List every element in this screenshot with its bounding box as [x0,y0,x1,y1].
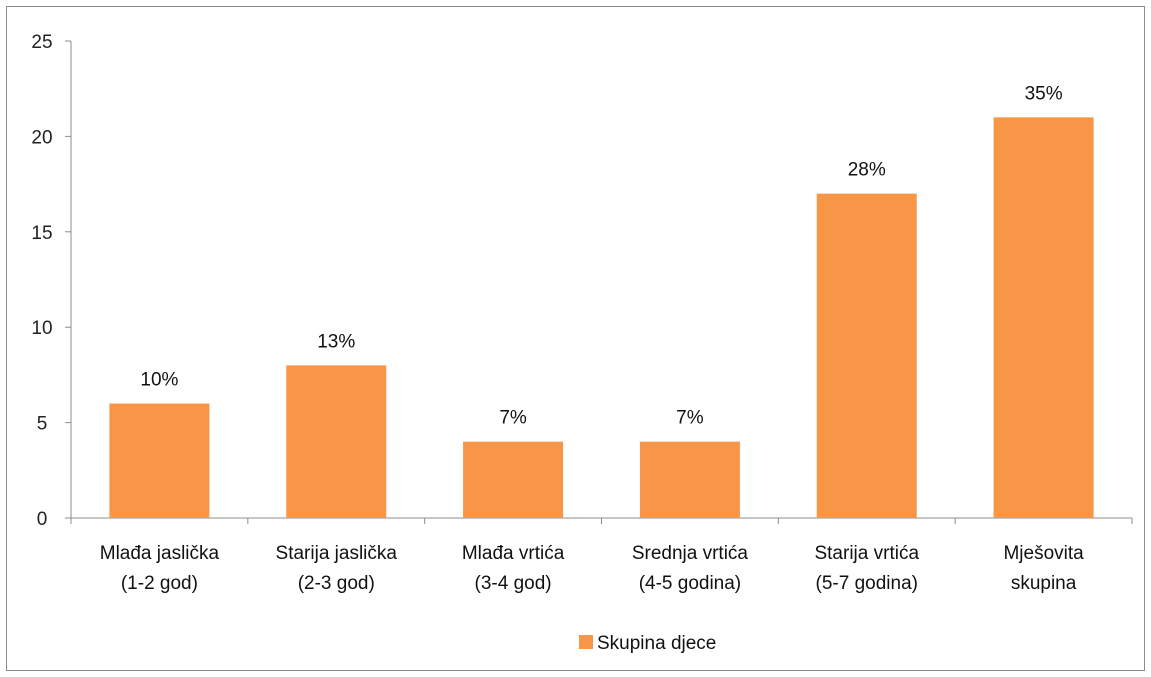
category-label: Starija vrtića (5-7 godina) [814,543,919,594]
category-label: Mlađa jaslička (1-2 god) [100,543,220,594]
category-label: Srednja vrtića (4-5 godina) [632,543,749,594]
category-label-line: Srednja vrtića [632,543,749,564]
bar-chart: 0 5 10 15 20 25 10% 13% 7% 7% 28% 35% Mlađa jaslič… [31,32,1133,654]
bar [286,365,387,518]
y-tick-label: 20 [31,127,52,148]
y-tick-label: 5 [37,414,48,435]
category-label-line: Starija vrtića [814,543,919,564]
category-label-line: Starija jaslička [276,543,398,564]
legend: Skupina djece [579,633,716,654]
legend-swatch [579,635,593,649]
bar [816,193,917,518]
bar [993,117,1094,518]
category-label-line: Mlađa jaslička [100,543,220,564]
y-tick-label: 10 [31,318,52,339]
data-labels: 10% 13% 7% 7% 28% 35% [140,83,1062,428]
category-label-line: (2-3 god) [298,573,375,594]
chart-frame: 0 5 10 15 20 25 10% 13% 7% 7% 28% 35% Mlađa jaslič… [6,6,1145,671]
category-label: Mješovita skupina [1003,543,1084,594]
y-tick-label: 15 [31,223,52,244]
category-label-line: (1-2 god) [121,573,198,594]
category-label-line: (3-4 god) [475,573,552,594]
category-label-line: (4-5 godina) [639,573,741,594]
data-label: 28% [848,160,886,181]
data-label: 13% [317,331,355,352]
data-label: 35% [1025,83,1063,104]
category-label-line: Mlađa vrtića [462,543,565,564]
category-label-line: skupina [1011,573,1077,594]
legend-label: Skupina djece [597,633,716,654]
category-label-line: Mješovita [1003,543,1084,564]
category-label-line: (5-7 godina) [816,573,918,594]
y-tick-label: 0 [37,509,48,530]
bar [109,403,210,518]
bars [109,117,1094,518]
data-label: 7% [499,408,527,429]
bar [463,441,564,518]
category-labels: Mlađa jaslička (1-2 god) Starija jaslička (… [70,518,1133,594]
data-label: 7% [676,408,704,429]
data-label: 10% [140,370,178,391]
category-label: Starija jaslička (2-3 god) [276,543,398,594]
y-tick-label: 25 [31,32,52,53]
bar [639,441,740,518]
category-label: Mlađa vrtića (3-4 god) [462,543,565,594]
